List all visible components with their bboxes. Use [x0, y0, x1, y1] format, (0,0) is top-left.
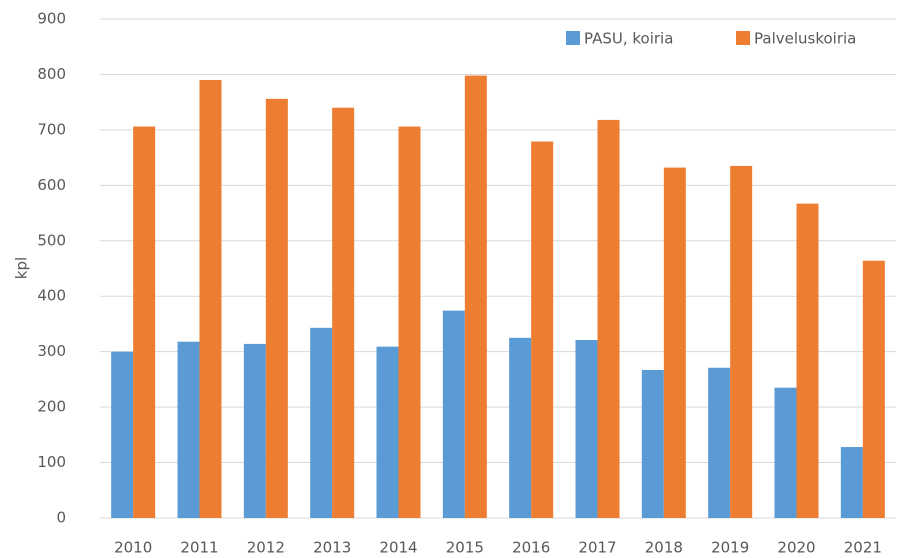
x-tick-label: 2012 — [247, 539, 285, 557]
bar — [597, 119, 620, 519]
bar — [111, 351, 134, 518]
bar — [398, 126, 421, 518]
bar — [796, 203, 819, 518]
x-tick-label: 2017 — [578, 539, 616, 557]
bar — [730, 165, 753, 518]
bar — [531, 141, 554, 518]
y-tick-label: 100 — [37, 453, 66, 471]
bar — [332, 107, 355, 518]
bar — [442, 310, 465, 518]
bar — [243, 343, 266, 518]
y-tick-label: 300 — [37, 342, 66, 360]
bar — [199, 79, 222, 518]
x-tick-label: 2015 — [446, 539, 484, 557]
x-tick-label: 2019 — [711, 539, 749, 557]
bar — [663, 167, 686, 518]
bar — [840, 447, 863, 518]
bar — [862, 260, 885, 518]
legend-swatch — [566, 31, 580, 45]
bar — [774, 387, 797, 518]
bar — [641, 369, 664, 518]
y-axis-label: kpl — [13, 257, 31, 279]
x-tick-label: 2018 — [645, 539, 683, 557]
bar — [376, 346, 399, 518]
y-tick-label: 0 — [56, 509, 66, 527]
bar — [575, 340, 598, 518]
y-tick-label: 200 — [37, 398, 66, 416]
x-tick-label: 2011 — [180, 539, 218, 557]
y-tick-label: 400 — [37, 287, 66, 305]
x-tick-label: 2021 — [844, 539, 882, 557]
x-tick-label: 2016 — [512, 539, 550, 557]
x-tick-label: 2014 — [379, 539, 417, 557]
legend-swatch — [736, 31, 750, 45]
bar — [310, 327, 333, 518]
y-tick-label: 700 — [37, 120, 66, 138]
y-tick-label: 600 — [37, 176, 66, 194]
x-tick-label: 2010 — [114, 539, 152, 557]
bar — [177, 341, 200, 518]
bar — [464, 75, 487, 518]
bar — [133, 126, 156, 518]
bar — [509, 337, 532, 518]
y-tick-label: 800 — [37, 65, 66, 83]
bar — [265, 98, 288, 518]
bar — [708, 367, 731, 518]
y-tick-label: 500 — [37, 231, 66, 249]
legend-label: PASU, koiria — [584, 30, 673, 48]
legend-label: Palveluskoiria — [754, 30, 856, 48]
x-tick-label: 2020 — [777, 539, 815, 557]
y-tick-label: 900 — [37, 10, 66, 28]
x-tick-label: 2013 — [313, 539, 351, 557]
